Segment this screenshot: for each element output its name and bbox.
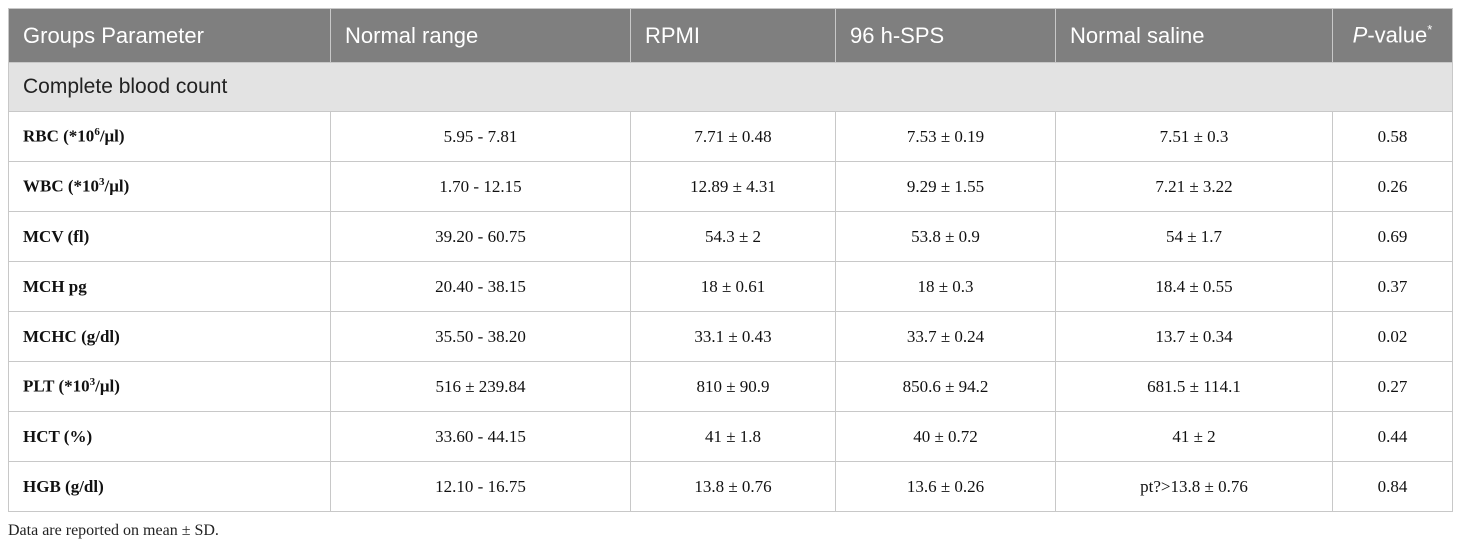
text: MCHC (g/dl) xyxy=(23,326,120,346)
cell: 54 ± 1.7 xyxy=(1055,211,1333,262)
table-row: MCH pg 20.40 - 38.15 18 ± 0.61 18 ± 0.3 18.4… xyxy=(8,261,1453,312)
cell: 810 ± 90.9 xyxy=(630,361,836,412)
cell: 516 ± 239.84 xyxy=(330,361,631,412)
row-label: RBC (*106/μl) xyxy=(8,111,331,162)
cell: 39.20 - 60.75 xyxy=(330,211,631,262)
text: /μl) xyxy=(104,176,130,196)
cell: 12.10 - 16.75 xyxy=(330,461,631,512)
cell: 7.53 ± 0.19 xyxy=(835,111,1056,162)
cell: 20.40 - 38.15 xyxy=(330,261,631,312)
section-label: Complete blood count xyxy=(8,62,1453,112)
cell: 18.4 ± 0.55 xyxy=(1055,261,1333,312)
cell: 40 ± 0.72 xyxy=(835,411,1056,462)
cell: 7.51 ± 0.3 xyxy=(1055,111,1333,162)
table-body: Complete blood count RBC (*106/μl) 5.95 -… xyxy=(8,62,1453,512)
column-header: Normal saline xyxy=(1055,8,1333,63)
table-row: PLT (*103/μl) 516 ± 239.84 810 ± 90.9 850.6… xyxy=(8,361,1453,412)
cell: 54.3 ± 2 xyxy=(630,211,836,262)
column-header: Groups Parameter xyxy=(8,8,331,63)
cell: 0.58 xyxy=(1332,111,1453,162)
section-row: Complete blood count xyxy=(8,62,1453,112)
text: /μl) xyxy=(95,376,120,396)
cell: 5.95 - 7.81 xyxy=(330,111,631,162)
cell: 18 ± 0.61 xyxy=(630,261,836,312)
cell: 7.21 ± 3.22 xyxy=(1055,161,1333,212)
header-row: Groups Parameter Normal range RPMI 96 h-SPS… xyxy=(8,8,1453,63)
column-header: 96 h-SPS xyxy=(835,8,1056,63)
cell: 41 ± 2 xyxy=(1055,411,1333,462)
cell: pt?>13.8 ± 0.76 xyxy=(1055,461,1333,512)
table-row: HCT (%) 33.60 - 44.15 41 ± 1.8 40 ± 0.72 41 … xyxy=(8,411,1453,462)
italic-text: P xyxy=(1352,22,1368,48)
cell: 53.8 ± 0.9 xyxy=(835,211,1056,262)
cell: 0.02 xyxy=(1332,311,1453,362)
table-row: RBC (*106/μl) 5.95 - 7.81 7.71 ± 0.48 7.53 … xyxy=(8,111,1453,162)
cell: 18 ± 0.3 xyxy=(835,261,1056,312)
cell: 33.7 ± 0.24 xyxy=(835,311,1056,362)
cell: 0.44 xyxy=(1332,411,1453,462)
cell: 33.60 - 44.15 xyxy=(330,411,631,462)
row-label: MCV (fl) xyxy=(8,211,331,262)
column-header: Normal range xyxy=(330,8,631,63)
text: MCH pg xyxy=(23,276,87,296)
text: -value xyxy=(1367,22,1428,48)
superscript: 6 xyxy=(94,126,100,139)
data-table: Groups Parameter Normal range RPMI 96 h-SPS… xyxy=(8,8,1453,512)
table-row: WBC (*103/μl) 1.70 - 12.15 12.89 ± 4.31 9.2… xyxy=(8,161,1453,212)
column-header: P-value* xyxy=(1332,8,1453,63)
cell: 33.1 ± 0.43 xyxy=(630,311,836,362)
text: /μl) xyxy=(99,126,125,146)
row-label: PLT (*103/μl) xyxy=(8,361,331,412)
cell: 13.8 ± 0.76 xyxy=(630,461,836,512)
cell: 41 ± 1.8 xyxy=(630,411,836,462)
superscript: 3 xyxy=(99,176,105,189)
cell: 0.37 xyxy=(1332,261,1453,312)
cell: 13.6 ± 0.26 xyxy=(835,461,1056,512)
text: MCV (fl) xyxy=(23,226,90,246)
cell: 1.70 - 12.15 xyxy=(330,161,631,212)
text: PLT (*10 xyxy=(23,376,90,396)
superscript: 3 xyxy=(89,376,96,389)
cell: 13.7 ± 0.34 xyxy=(1055,311,1333,362)
footnote-mark: * xyxy=(1427,22,1433,38)
table-container: Groups Parameter Normal range RPMI 96 h-SPS… xyxy=(8,8,1453,540)
cell: 35.50 - 38.20 xyxy=(330,311,631,362)
text: RBC (*10 xyxy=(23,126,95,146)
cell: 9.29 ± 1.55 xyxy=(835,161,1056,212)
column-header: RPMI xyxy=(630,8,836,63)
cell: 0.69 xyxy=(1332,211,1453,262)
cell: 850.6 ± 94.2 xyxy=(835,361,1056,412)
cell: 0.26 xyxy=(1332,161,1453,212)
row-label: MCHC (g/dl) xyxy=(8,311,331,362)
text: HCT (%) xyxy=(23,426,93,446)
cell: 7.71 ± 0.48 xyxy=(630,111,836,162)
row-label: HCT (%) xyxy=(8,411,331,462)
row-label: MCH pg xyxy=(8,261,331,312)
table-row: MCHC (g/dl) 35.50 - 38.20 33.1 ± 0.43 33.7 … xyxy=(8,311,1453,362)
text: WBC (*10 xyxy=(23,176,100,196)
table-row: MCV (fl) 39.20 - 60.75 54.3 ± 2 53.8 ± 0.9 5… xyxy=(8,211,1453,262)
footnote: Data are reported on mean ± SD. xyxy=(8,522,219,539)
cell: 0.84 xyxy=(1332,461,1453,512)
row-label: WBC (*103/μl) xyxy=(8,161,331,212)
cell: 681.5 ± 114.1 xyxy=(1055,361,1333,412)
row-label: HGB (g/dl) xyxy=(8,461,331,512)
cell: 12.89 ± 4.31 xyxy=(630,161,836,212)
table-row: HGB (g/dl) 12.10 - 16.75 13.8 ± 0.76 13.6 ±… xyxy=(8,461,1453,512)
text: HGB (g/dl) xyxy=(23,476,104,496)
cell: 0.27 xyxy=(1332,361,1453,412)
